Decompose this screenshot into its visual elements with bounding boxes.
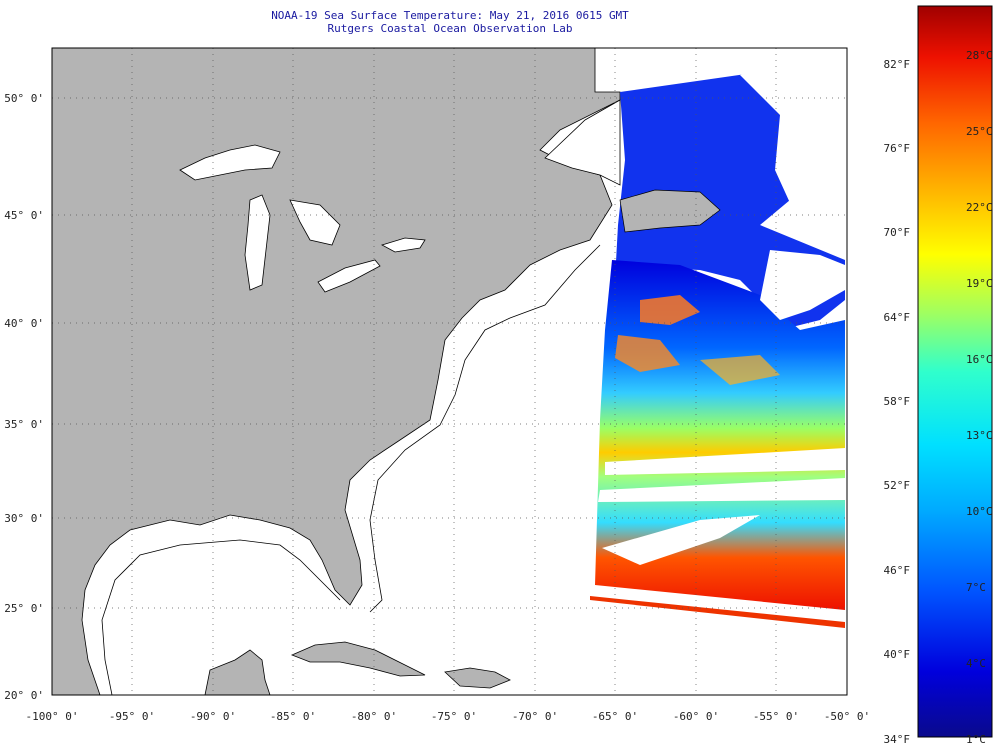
lake-ontario xyxy=(380,237,426,253)
lat-label-45: 45° 0' xyxy=(4,209,44,222)
cloud-band-3 xyxy=(602,515,760,565)
lake-superior xyxy=(179,144,281,181)
lon-label-80: -80° 0' xyxy=(350,710,398,723)
depth-contour xyxy=(101,244,601,695)
colorbar-f-label-34: 34°F xyxy=(883,733,911,746)
colorbar-f-label-46: 46°F xyxy=(883,564,911,577)
colorbar-c-label-1: 1°C xyxy=(966,733,986,746)
lake-huron xyxy=(289,199,341,246)
map-subtitle: Rutgers Coastal Ocean Observation Lab xyxy=(327,22,573,35)
colorbar-f-label-64: 64°F xyxy=(883,311,911,324)
colorbar-f-label-52: 52°F xyxy=(883,479,911,492)
colorbar-c-label-13: 13°C xyxy=(966,429,993,442)
map-title: NOAA-19 Sea Surface Temperature: May 21,… xyxy=(271,9,629,22)
map-frame xyxy=(51,47,848,696)
warm-patch-2 xyxy=(615,335,680,372)
colorbar-c-label-4: 4°C xyxy=(966,657,986,670)
lon-label-55: -55° 0' xyxy=(752,710,800,723)
lat-label-50: 50° 0' xyxy=(4,92,44,105)
lat-label-35: 35° 0' xyxy=(4,418,44,431)
colorbar xyxy=(917,5,993,738)
lake-erie xyxy=(317,259,381,293)
lon-label-90: -90° 0' xyxy=(189,710,237,723)
lon-label-50: -50° 0' xyxy=(823,710,871,723)
lon-label-100: -100° 0' xyxy=(25,710,79,723)
lat-label-25: 25° 0' xyxy=(4,602,44,615)
lon-label-65: -65° 0' xyxy=(591,710,639,723)
yucatan-land xyxy=(204,649,271,695)
tail-strip xyxy=(590,596,845,628)
lat-label-20: 20° 0' xyxy=(4,689,44,702)
colorbar-f-label-82: 82°F xyxy=(883,58,911,71)
warm-patch-1 xyxy=(640,295,700,325)
nova-scotia-land xyxy=(619,189,721,233)
colorbar-c-label-10: 10°C xyxy=(966,505,993,518)
colorbar-c-label-22: 22°C xyxy=(966,201,993,214)
colorbar-f-label-40: 40°F xyxy=(883,648,911,661)
colorbar-c-label-28: 28°C xyxy=(966,49,993,62)
lake-michigan xyxy=(244,194,271,291)
hispaniola-island xyxy=(444,667,511,689)
lat-label-30: 30° 0' xyxy=(4,512,44,525)
cloud-band-1 xyxy=(605,448,845,475)
cuba-island xyxy=(290,641,426,677)
warm-patch-3 xyxy=(700,355,780,385)
cloud-band-2 xyxy=(598,478,845,502)
colorbar-c-label-7: 7°C xyxy=(966,581,986,594)
lon-label-85: -85° 0' xyxy=(269,710,317,723)
colorbar-c-label-19: 19°C xyxy=(966,277,993,290)
st-lawrence-gulf xyxy=(544,99,621,186)
colorbar-f-label-76: 76°F xyxy=(883,142,911,155)
lat-label-40: 40° 0' xyxy=(4,317,44,330)
cloud-gap-north xyxy=(740,58,845,255)
lon-label-70: -70° 0' xyxy=(511,710,559,723)
cloud-gap-cloudbank xyxy=(760,250,845,320)
lon-label-95: -95° 0' xyxy=(108,710,156,723)
colorbar-c-label-16: 16°C xyxy=(966,353,993,366)
lon-label-60: -60° 0' xyxy=(672,710,720,723)
colorbar-f-label-70: 70°F xyxy=(883,226,911,239)
colorbar-c-label-25: 25°C xyxy=(966,125,993,138)
sst-swath xyxy=(590,58,845,628)
colorbar-f-label-58: 58°F xyxy=(883,395,911,408)
graticule xyxy=(52,48,847,695)
lon-label-75: -75° 0' xyxy=(430,710,478,723)
